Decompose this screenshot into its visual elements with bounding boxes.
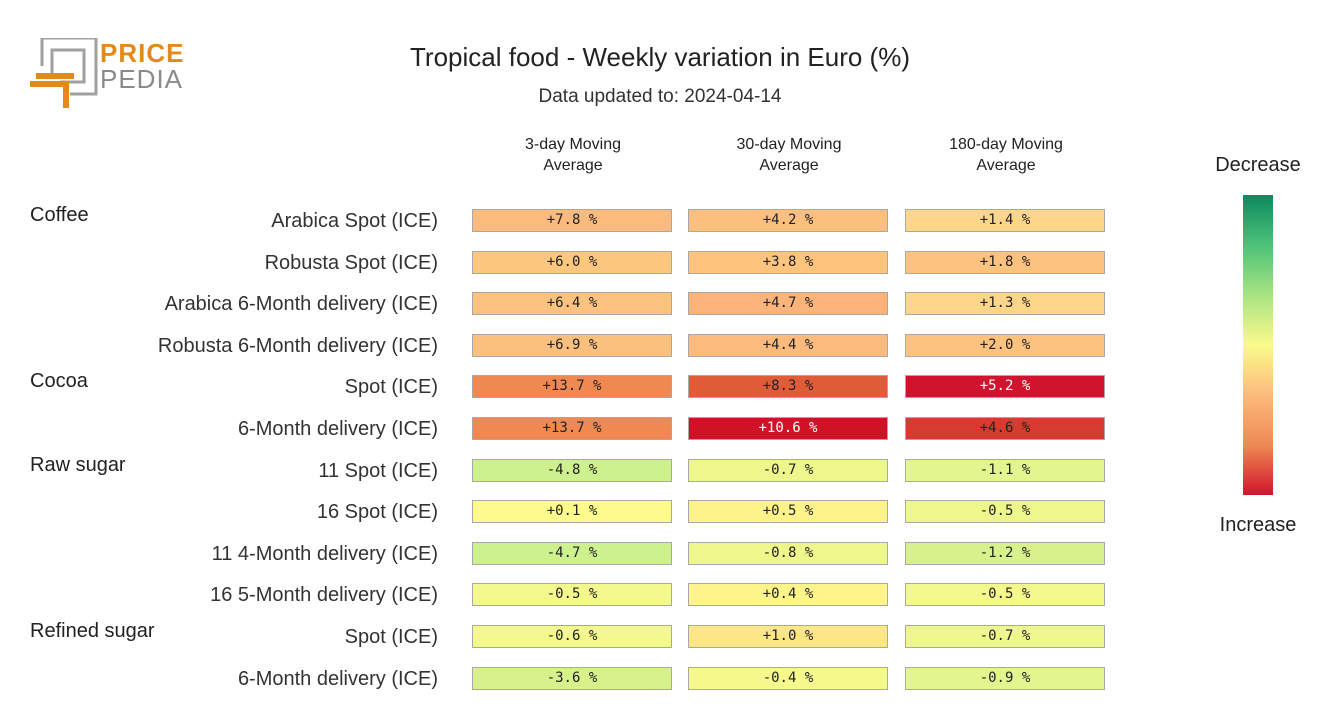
row-label: Robusta 6-Month delivery (ICE) xyxy=(157,334,438,357)
heatmap-cell: -0.6 % xyxy=(472,625,672,648)
heatmap-cell: +1.8 % xyxy=(905,250,1105,274)
heatmap-cell: +1.4 % xyxy=(905,209,1105,232)
heatmap-cell: +6.9 % xyxy=(472,333,672,357)
heatmap-cell: +2.0 % xyxy=(905,333,1105,357)
heatmap-cell: -0.8 % xyxy=(688,541,888,565)
heatmap-cell: +6.0 % xyxy=(472,250,672,274)
heatmap-cell: -0.7 % xyxy=(905,625,1105,648)
group-label: Coffee xyxy=(30,204,89,226)
heatmap-cell: -0.9 % xyxy=(905,666,1105,690)
heatmap-cell: +4.4 % xyxy=(688,333,888,357)
legend-color-scale xyxy=(1243,195,1273,495)
row-label: 16 Spot (ICE) xyxy=(316,501,438,524)
legend-bottom-label: Increase xyxy=(1219,514,1297,536)
group-label: Cocoa xyxy=(30,370,88,393)
logo-word-price: PRICE xyxy=(100,38,185,68)
column-header-0: 3-day Moving Average xyxy=(524,136,622,174)
heatmap-cell: +8.3 % xyxy=(688,375,888,399)
pricepedia-logo: PRICE PEDIA xyxy=(30,38,190,110)
heatmap-cell: +6.4 % xyxy=(472,292,672,316)
logo-mark-icon xyxy=(30,38,98,108)
row-label: 6-Month delivery (ICE) xyxy=(237,667,438,690)
heatmap-cell: +3.8 % xyxy=(688,250,888,274)
heatmap-cell: +13.7 % xyxy=(472,417,672,440)
legend-top-label: Decrease xyxy=(1215,154,1301,176)
chart-title: Tropical food - Weekly variation in Euro… xyxy=(410,42,910,72)
heatmap-cell: +13.7 % xyxy=(472,375,672,399)
row-label: Arabica 6-Month delivery (ICE) xyxy=(164,293,438,316)
heatmap-cell: -1.1 % xyxy=(905,458,1105,482)
heatmap-cell: -0.4 % xyxy=(688,666,888,690)
heatmap-cell: -3.6 % xyxy=(472,666,672,690)
heatmap-cell: +0.4 % xyxy=(688,583,888,607)
heatmap-cell: +4.6 % xyxy=(905,417,1105,440)
heatmap-cell: +1.0 % xyxy=(688,625,888,648)
group-label: Refined sugar xyxy=(30,620,155,642)
row-label: Spot (ICE) xyxy=(344,376,438,399)
row-label: 11 Spot (ICE) xyxy=(318,459,438,482)
column-header-2: 180-day Moving Average xyxy=(949,136,1063,174)
row-label: 11 4-Month delivery (ICE) xyxy=(211,542,438,565)
heatmap-cell: -0.5 % xyxy=(905,500,1105,524)
heatmap-cell: -0.7 % xyxy=(688,458,888,482)
heatmap-cell: +7.8 % xyxy=(472,209,672,232)
row-label: Robusta Spot (ICE) xyxy=(264,251,438,274)
column-header-1: 30-day Moving Average xyxy=(736,136,842,174)
chart-subtitle: Data updated to: 2024-04-14 xyxy=(538,86,782,107)
heatmap-cell: -1.2 % xyxy=(905,541,1105,565)
heatmap-cell: -0.5 % xyxy=(472,583,672,607)
heatmap-cell: +0.1 % xyxy=(472,500,672,524)
row-label: Spot (ICE) xyxy=(344,626,438,648)
row-label: 16 5-Month delivery (ICE) xyxy=(210,584,438,607)
heatmap-cell: +0.5 % xyxy=(688,500,888,524)
heatmap-cell: +10.6 % xyxy=(688,417,888,440)
heatmap-cell: -4.7 % xyxy=(472,541,672,565)
group-label: Raw sugar xyxy=(30,453,126,476)
heatmap-cell: +4.2 % xyxy=(688,209,888,232)
heatmap-cell: +5.2 % xyxy=(905,375,1105,399)
row-label: 6-Month delivery (ICE) xyxy=(237,418,438,440)
heatmap-cell: +1.3 % xyxy=(905,292,1105,316)
heatmap-cell: +4.7 % xyxy=(688,292,888,316)
heatmap-cell: -0.5 % xyxy=(905,583,1105,607)
logo-word-pedia: PEDIA xyxy=(100,64,184,94)
row-label: Arabica Spot (ICE) xyxy=(271,210,438,232)
heatmap-cell: -4.8 % xyxy=(472,458,672,482)
